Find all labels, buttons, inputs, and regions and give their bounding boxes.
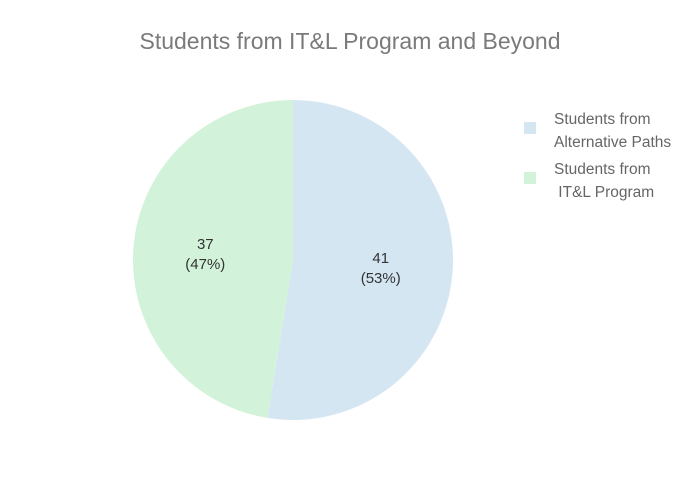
legend: Students from Alternative Paths Students… — [524, 108, 694, 208]
legend-label-alternative-paths: Students from Alternative Paths — [554, 111, 672, 151]
legend-item-itl-program[interactable]: Students from IT&L Program — [524, 158, 694, 204]
legend-item-alternative-paths[interactable]: Students from Alternative Paths — [524, 108, 694, 154]
slice-value-label: 37 — [197, 236, 214, 253]
chart-title: Students from IT&L Program and Beyond — [139, 28, 561, 54]
slice-value-label: 41 — [372, 250, 389, 267]
legend-label-itl-program: Students from IT&L Program — [554, 161, 655, 201]
slice-alternative-paths[interactable] — [267, 100, 453, 420]
slice-percent-label: (47%) — [185, 256, 225, 273]
slice-itl-program[interactable] — [133, 100, 293, 418]
legend-swatch-alternative-paths — [524, 122, 536, 134]
legend-swatch-itl-program — [524, 172, 536, 184]
slice-percent-label: (53%) — [361, 270, 401, 287]
